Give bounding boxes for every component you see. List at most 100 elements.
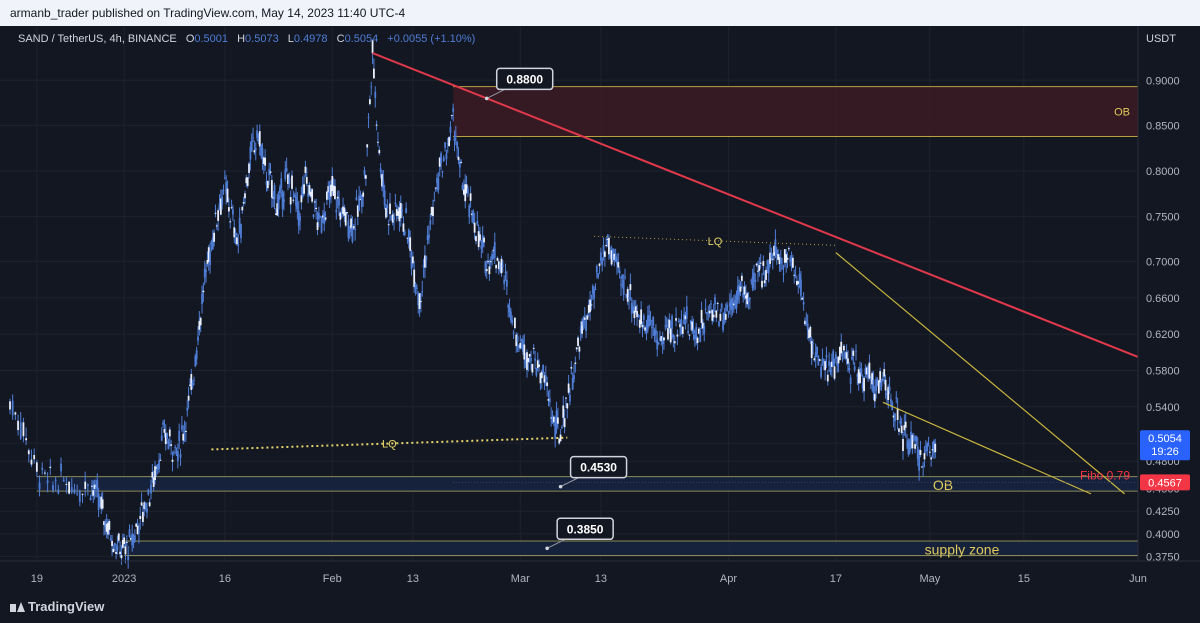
candle-body	[565, 397, 567, 399]
candle-body	[634, 306, 637, 313]
candle-body	[193, 379, 195, 381]
fibo-price-tag[interactable]	[1140, 474, 1190, 491]
current-price-tag[interactable]	[1140, 430, 1190, 461]
candle-body	[116, 545, 119, 551]
candle-body	[229, 221, 232, 223]
candle-body	[124, 546, 127, 555]
candle-body	[132, 535, 135, 543]
legend-close-label: C	[337, 33, 345, 45]
candle-body	[262, 157, 265, 165]
zone-label: OB	[1114, 107, 1130, 119]
candle-body	[46, 480, 49, 484]
candle-body	[99, 501, 101, 503]
candle-body	[172, 452, 175, 454]
candle-body	[409, 237, 412, 251]
candle-body	[385, 207, 387, 218]
candle-body	[367, 116, 370, 118]
candle-body	[146, 508, 148, 513]
candle-body	[158, 460, 160, 470]
descending-trendline[interactable]	[372, 52, 1139, 358]
candle-body	[628, 297, 630, 300]
candle-body	[89, 497, 92, 501]
candle-body	[93, 484, 96, 489]
candle-body	[234, 232, 237, 236]
candle-body	[887, 386, 890, 401]
candle-body	[221, 196, 224, 205]
x-axis[interactable]: 19 2023 16 Feb 13 Mar 13 Apr 17 May 15 Jun	[0, 560, 1200, 585]
callout-box[interactable]	[556, 517, 614, 541]
candle-body	[479, 234, 481, 241]
candle-body	[211, 237, 214, 250]
candle-body	[805, 321, 808, 324]
candle-body	[735, 295, 738, 309]
brand-name: TradingView	[28, 599, 105, 614]
candle-body	[324, 217, 327, 220]
candle-body	[68, 481, 70, 494]
candle-body	[712, 314, 715, 318]
candle-body	[642, 315, 645, 321]
candle-body	[138, 530, 140, 533]
callout-box[interactable]	[495, 67, 554, 91]
candle-body	[574, 362, 577, 365]
candle-body	[689, 320, 692, 325]
candle-body	[360, 194, 363, 208]
candle-body	[214, 212, 217, 214]
candle-body	[25, 438, 28, 441]
tradingview-logo[interactable]: TradingView	[10, 599, 104, 614]
candle-body	[715, 310, 718, 318]
candle-body	[598, 263, 601, 267]
candle-body	[460, 162, 463, 164]
candle-body	[418, 293, 421, 309]
lq-line[interactable]	[211, 436, 568, 451]
candle-body	[222, 190, 225, 192]
candle-body	[434, 187, 437, 189]
y-axis[interactable]: USDT 0.9000 0.8500 0.8000 0.7500 0.7000 0.6600…	[1137, 26, 1200, 591]
candle-body	[531, 363, 534, 373]
candle-body	[753, 272, 755, 281]
candle-body	[650, 326, 653, 329]
candle-body	[164, 432, 167, 445]
callout-anchor	[558, 484, 563, 489]
callout-box[interactable]	[569, 455, 628, 479]
candle-body	[508, 306, 511, 313]
candle-body	[507, 304, 510, 308]
lq-line[interactable]	[594, 235, 836, 246]
y-tick-label: 0.8000	[1146, 166, 1180, 178]
candle-body	[841, 358, 844, 360]
candle-body	[621, 274, 624, 279]
candle-body	[339, 212, 342, 220]
channel-upper-line[interactable]	[835, 252, 1125, 495]
chart-area[interactable]: OB OB supply zone LQ LQ 0.8800 0.4530 0.3850 Fi…	[0, 26, 1200, 591]
candle-body	[663, 337, 665, 341]
candle-body	[664, 325, 667, 327]
candle-body	[646, 315, 649, 330]
candle-body	[724, 313, 727, 320]
candle-body	[448, 137, 451, 147]
candle-body	[876, 382, 879, 386]
candle-body	[377, 141, 379, 143]
x-tick-label: 13	[595, 573, 607, 585]
candle-body	[65, 483, 68, 485]
candle-body	[808, 329, 810, 338]
candle-body	[330, 184, 332, 197]
channel-lower-line[interactable]	[882, 401, 1092, 495]
price-chart[interactable]: OB OB supply zone LQ LQ 0.8800 0.4530 0.3850 Fi…	[0, 26, 1200, 591]
candle-body	[871, 373, 874, 385]
candle-body	[696, 337, 699, 344]
candle-body	[281, 192, 284, 209]
x-tick-label: 2023	[112, 573, 136, 585]
candle-body	[254, 148, 257, 151]
candle-body	[509, 311, 512, 321]
candle-body	[904, 421, 907, 428]
candle-body	[472, 210, 475, 224]
candle-body	[880, 379, 883, 387]
candle-body	[837, 356, 840, 364]
candle-body	[378, 149, 381, 154]
footer-bar: TradingView	[0, 591, 1200, 623]
candle-body	[877, 380, 880, 394]
candle-body	[691, 321, 694, 331]
candle-body	[190, 374, 193, 390]
candle-body	[175, 452, 178, 456]
candle-body	[716, 302, 719, 304]
candle-body	[362, 192, 365, 197]
